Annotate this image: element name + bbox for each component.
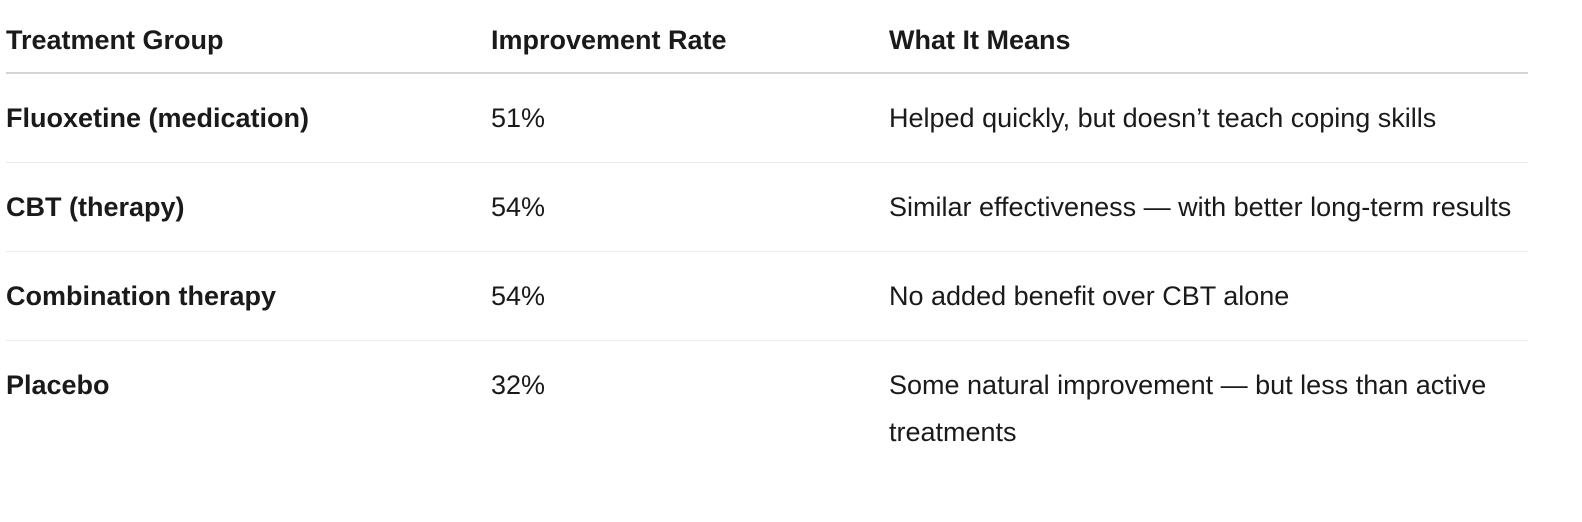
table-row: Combination therapy 54% No added benefit… xyxy=(6,251,1528,341)
treatment-group-cell: Placebo xyxy=(6,370,110,400)
header-treatment-group: Treatment Group xyxy=(6,0,491,74)
improvement-rate-cell: 54% xyxy=(491,162,889,252)
table-row: CBT (therapy) 54% Similar effectiveness … xyxy=(6,162,1528,252)
meaning-cell: No added benefit over CBT alone xyxy=(889,251,1528,341)
header-row: Treatment Group Improvement Rate What It… xyxy=(6,0,1528,74)
treatment-group-cell: Fluoxetine (medication) xyxy=(6,73,491,163)
improvement-rate-cell: 54% xyxy=(491,251,889,341)
results-table: Treatment Group Improvement Rate What It… xyxy=(6,0,1528,476)
meaning-cell: Some natural improvement — but less than… xyxy=(889,370,1487,447)
improvement-rate-cell: 51% xyxy=(491,73,889,163)
table-row: Placebo 32% Some natural improvement — b… xyxy=(6,341,1528,477)
meaning-cell: Similar effectiveness — with better long… xyxy=(889,162,1528,252)
treatment-group-cell: CBT (therapy) xyxy=(6,162,491,252)
table-header: Treatment Group Improvement Rate What It… xyxy=(6,0,1528,74)
improvement-rate-cell: 32% xyxy=(491,370,546,400)
treatment-group-cell: Combination therapy xyxy=(6,251,491,341)
table-body: Fluoxetine (medication) 51% Helped quick… xyxy=(6,73,1528,476)
header-improvement-rate: Improvement Rate xyxy=(491,0,889,74)
table-row: Fluoxetine (medication) 51% Helped quick… xyxy=(6,73,1528,163)
header-what-it-means: What It Means xyxy=(889,0,1528,74)
meaning-cell: Helped quickly, but doesn’t teach coping… xyxy=(889,73,1528,163)
results-table-container: Treatment Group Improvement Rate What It… xyxy=(6,0,1528,476)
